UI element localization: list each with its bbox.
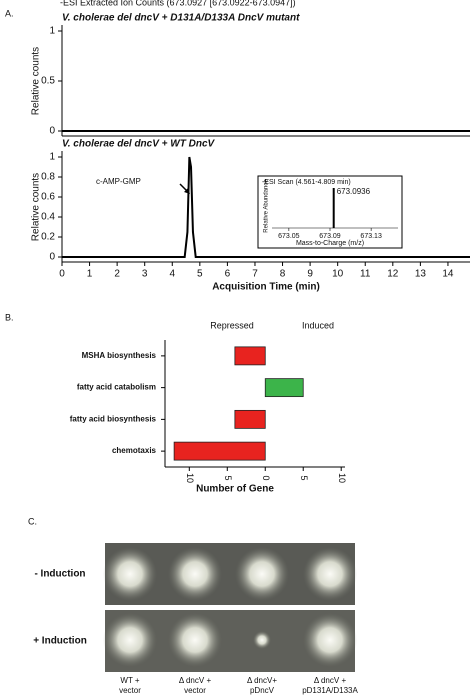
bar <box>234 409 266 429</box>
chart-subtitle: V. cholerae del dncV + D131A/D133A DncV … <box>62 13 300 24</box>
y-tick-label: fatty acid biosynthesis <box>70 414 157 423</box>
data-line <box>62 156 470 258</box>
x-tick-label: 1 <box>87 269 93 280</box>
x-tick-label: 11 <box>360 269 371 280</box>
y-tick-label: 1 <box>49 26 55 37</box>
colony <box>303 613 357 667</box>
y-tick-label: 0.8 <box>41 172 55 183</box>
x-tick-label: 10 <box>185 473 195 483</box>
column-label: pDncV <box>250 686 275 695</box>
column-label: Δ dncV+ <box>247 676 277 685</box>
x-tick-label: 5 <box>197 269 203 280</box>
inset-x-tick-label: 673.13 <box>360 233 382 240</box>
x-tick-label: 5 <box>223 475 233 480</box>
bar <box>234 346 266 366</box>
x-axis-label: Number of Gene <box>196 484 274 495</box>
colony <box>168 547 222 601</box>
annotation: Induced <box>302 320 334 330</box>
x-tick-label: 8 <box>280 269 286 280</box>
column-label: vector <box>184 686 206 695</box>
annotation: c-AMP-GMP <box>96 177 141 186</box>
y-tick-label: 0.6 <box>41 192 55 203</box>
peak-label: 673.0936 <box>337 187 371 196</box>
inset-x-tick-label: 673.05 <box>278 233 300 240</box>
y-tick-label: 0 <box>49 252 55 263</box>
x-tick-label: 10 <box>332 269 344 280</box>
x-tick-label: 9 <box>307 269 313 280</box>
y-tick-label: fatty acid catabolism <box>77 383 156 392</box>
x-tick-label: 7 <box>252 269 258 280</box>
colony <box>235 547 289 601</box>
colony <box>103 613 157 667</box>
x-tick-label: 13 <box>415 269 427 280</box>
column-label: WT + <box>120 676 140 685</box>
column-label: Δ dncV + <box>314 676 347 685</box>
colony <box>103 547 157 601</box>
panel-label: C. <box>28 516 37 526</box>
chart-subtitle: V. cholerae del dncV + WT DncV <box>62 139 216 150</box>
x-tick-label: 0 <box>261 475 271 480</box>
colony <box>253 631 271 649</box>
inset-y-label: Relative Abundance <box>264 179 270 233</box>
column-label: pD131A/D133A <box>302 686 358 695</box>
colony <box>303 547 357 601</box>
y-tick-label: 0.2 <box>41 232 55 243</box>
x-tick-label: 12 <box>387 269 399 280</box>
column-label: Δ dncV + <box>179 676 212 685</box>
x-axis-label: Acquisition Time (min) <box>212 282 320 293</box>
y-tick-label: 0 <box>49 126 55 137</box>
inset-title: -ESI Scan (4.561-4.809 min) <box>262 179 351 186</box>
x-tick-label: 2 <box>114 269 120 280</box>
bar <box>173 441 266 461</box>
y-tick-label: 0.4 <box>41 212 55 223</box>
inset-x-label: Mass-to-Charge (m/z) <box>296 240 364 247</box>
y-tick-label: 0.5 <box>41 76 55 87</box>
panel-label: B. <box>5 312 14 322</box>
y-tick-label: chemotaxis <box>112 446 157 455</box>
inset-frame <box>257 175 403 249</box>
y-axis-label: Relative counts <box>31 173 42 241</box>
y-tick-label: MSHA biosynthesis <box>82 351 157 360</box>
arrow-head <box>184 188 190 194</box>
x-tick-label: 14 <box>442 269 454 280</box>
x-tick-label: 5 <box>299 475 309 480</box>
row-label: + Induction <box>33 636 87 647</box>
x-tick-label: 3 <box>142 269 148 280</box>
row-label: - Induction <box>34 569 85 580</box>
bar <box>264 378 304 398</box>
annotation: Repressed <box>210 320 254 330</box>
column-label: vector <box>119 686 141 695</box>
x-tick-label: 4 <box>169 269 175 280</box>
x-tick-label: 0 <box>59 269 65 280</box>
colony <box>168 613 222 667</box>
y-axis-label: Relative counts <box>31 47 42 115</box>
x-tick-label: 10 <box>337 473 347 483</box>
y-tick-label: 1 <box>49 152 55 163</box>
x-tick-label: 6 <box>225 269 231 280</box>
inset-x-tick-label: 673.09 <box>319 233 341 240</box>
chart-title: -ESI Extracted Ion Counts (673.0927 [673… <box>60 0 296 7</box>
panel-label: A. <box>5 8 14 18</box>
